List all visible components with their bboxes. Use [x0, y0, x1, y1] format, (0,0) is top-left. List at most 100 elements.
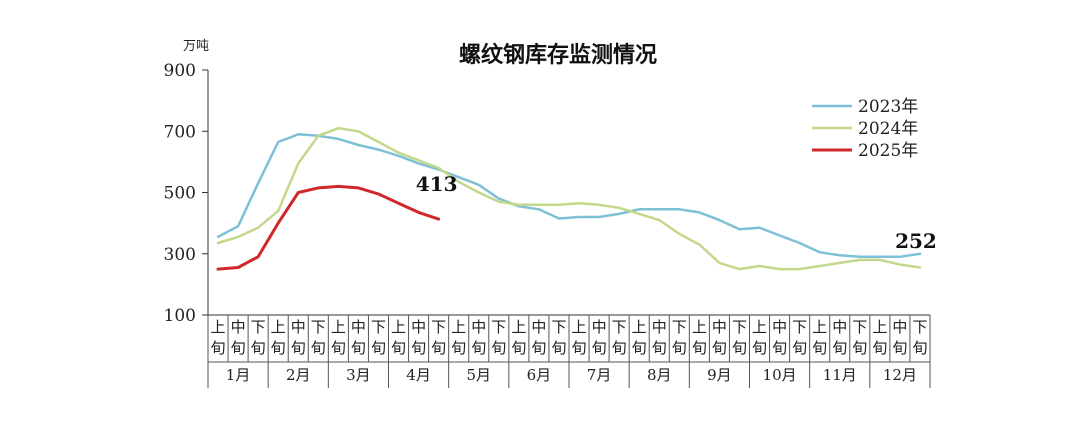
month-label: 4月 — [406, 366, 431, 384]
x-tick-label-top: 中 — [892, 318, 907, 336]
x-tick-label-bottom: 旬 — [732, 339, 747, 357]
month-label: 3月 — [346, 366, 371, 384]
x-tick-label-top: 上 — [572, 318, 587, 336]
x-tick-label-top: 下 — [551, 318, 566, 336]
x-tick-label-top: 下 — [491, 318, 506, 336]
x-tick-label-top: 上 — [331, 318, 346, 336]
month-label: 6月 — [527, 366, 552, 384]
x-tick-label-bottom: 旬 — [652, 339, 667, 357]
x-tick-label-bottom: 旬 — [912, 339, 927, 357]
legend-label-2: 2024年 — [858, 119, 918, 139]
x-tick-label-bottom: 旬 — [371, 339, 386, 357]
x-tick-label-bottom: 旬 — [812, 339, 827, 357]
x-tick-label-top: 上 — [812, 318, 827, 336]
y-tick-label: 500 — [164, 184, 196, 204]
legend-label-1: 2023年 — [858, 97, 918, 117]
x-tick-label-bottom: 旬 — [351, 339, 366, 357]
x-tick-label-top: 上 — [692, 318, 707, 336]
x-tick-label-top: 下 — [792, 318, 807, 336]
month-label: 10月 — [763, 366, 797, 384]
x-tick-label-bottom: 旬 — [331, 339, 346, 357]
x-axis: 上旬中旬下旬上旬中旬下旬上旬中旬下旬上旬中旬下旬上旬中旬下旬上旬中旬下旬上旬中旬… — [207, 314, 931, 388]
x-tick-label-top: 上 — [872, 318, 887, 336]
x-tick-label-top: 中 — [411, 318, 426, 336]
x-tick-label-bottom: 旬 — [712, 339, 727, 357]
x-tick-label-bottom: 旬 — [231, 339, 246, 357]
x-tick-label-bottom: 旬 — [511, 339, 526, 357]
month-label: 11月 — [823, 366, 857, 384]
x-tick-label-top: 下 — [852, 318, 867, 336]
x-tick-label-bottom: 旬 — [772, 339, 787, 357]
x-tick-label-top: 中 — [712, 318, 727, 336]
x-tick-label-top: 上 — [211, 318, 226, 336]
month-label: 9月 — [707, 366, 732, 384]
x-tick-label-top: 下 — [732, 318, 747, 336]
y-tick-label: 100 — [164, 306, 196, 326]
y-unit-label: 万吨 — [183, 39, 209, 54]
x-tick-label-bottom: 旬 — [792, 339, 807, 357]
x-tick-label-bottom: 旬 — [832, 339, 847, 357]
x-tick-label-top: 上 — [391, 318, 406, 336]
x-tick-label-bottom: 旬 — [752, 339, 767, 357]
month-label: 5月 — [466, 366, 491, 384]
y-tick-label: 700 — [164, 122, 196, 142]
x-tick-label-top: 上 — [632, 318, 647, 336]
month-label: 8月 — [647, 366, 672, 384]
x-tick-label-bottom: 旬 — [592, 339, 607, 357]
x-tick-label-bottom: 旬 — [872, 339, 887, 357]
x-tick-label-bottom: 旬 — [692, 339, 707, 357]
x-tick-label-bottom: 旬 — [271, 339, 286, 357]
month-label: 12月 — [883, 366, 917, 384]
x-tick-label-top: 中 — [231, 318, 246, 336]
x-tick-label-top: 下 — [251, 318, 266, 336]
legend-label-3: 2025年 — [858, 141, 918, 161]
x-tick-label-top: 下 — [371, 318, 386, 336]
x-tick-label-bottom: 旬 — [431, 339, 446, 357]
month-label: 1月 — [226, 366, 251, 384]
x-tick-label-top: 中 — [772, 318, 787, 336]
x-tick-label-top: 下 — [311, 318, 326, 336]
x-tick-label-bottom: 旬 — [632, 339, 647, 357]
x-tick-label-top: 中 — [652, 318, 667, 336]
x-tick-label-top: 上 — [511, 318, 526, 336]
x-tick-label-top: 下 — [612, 318, 627, 336]
x-tick-label-bottom: 旬 — [491, 339, 506, 357]
x-tick-label-bottom: 旬 — [612, 339, 627, 357]
series-line-3 — [216, 184, 441, 271]
series-lines — [216, 126, 922, 271]
x-tick-label-top: 下 — [672, 318, 687, 336]
month-label: 2月 — [286, 366, 311, 384]
x-tick-label-bottom: 旬 — [311, 339, 326, 357]
x-tick-label-bottom: 旬 — [852, 339, 867, 357]
x-tick-label-top: 中 — [291, 318, 306, 336]
value-annotation-2025: 413 — [416, 172, 458, 196]
x-tick-label-top: 下 — [912, 318, 927, 336]
x-tick-label-bottom: 旬 — [211, 339, 226, 357]
x-tick-label-top: 中 — [471, 318, 486, 336]
x-tick-label-bottom: 旬 — [551, 339, 566, 357]
x-tick-label-top: 中 — [592, 318, 607, 336]
x-tick-label-top: 中 — [531, 318, 546, 336]
x-tick-label-top: 上 — [271, 318, 286, 336]
y-tick-label: 900 — [164, 61, 196, 81]
value-annotation-end: 252 — [895, 229, 937, 253]
x-tick-label-top: 上 — [451, 318, 466, 336]
x-tick-label-top: 中 — [832, 318, 847, 336]
x-tick-label-bottom: 旬 — [291, 339, 306, 357]
x-tick-label-bottom: 旬 — [251, 339, 266, 357]
x-tick-label-top: 下 — [431, 318, 446, 336]
x-tick-label-bottom: 旬 — [471, 339, 486, 357]
chart-title: 螺纹钢库存监测情况 — [459, 42, 657, 68]
x-tick-label-bottom: 旬 — [572, 339, 587, 357]
series-line-1 — [216, 133, 922, 259]
x-tick-label-bottom: 旬 — [411, 339, 426, 357]
x-tick-label-bottom: 旬 — [892, 339, 907, 357]
x-tick-label-top: 中 — [351, 318, 366, 336]
x-tick-label-bottom: 旬 — [531, 339, 546, 357]
x-tick-label-bottom: 旬 — [451, 339, 466, 357]
annotations: 413 252 — [416, 172, 937, 253]
x-tick-label-bottom: 旬 — [391, 339, 406, 357]
series-line-2 — [216, 126, 922, 271]
